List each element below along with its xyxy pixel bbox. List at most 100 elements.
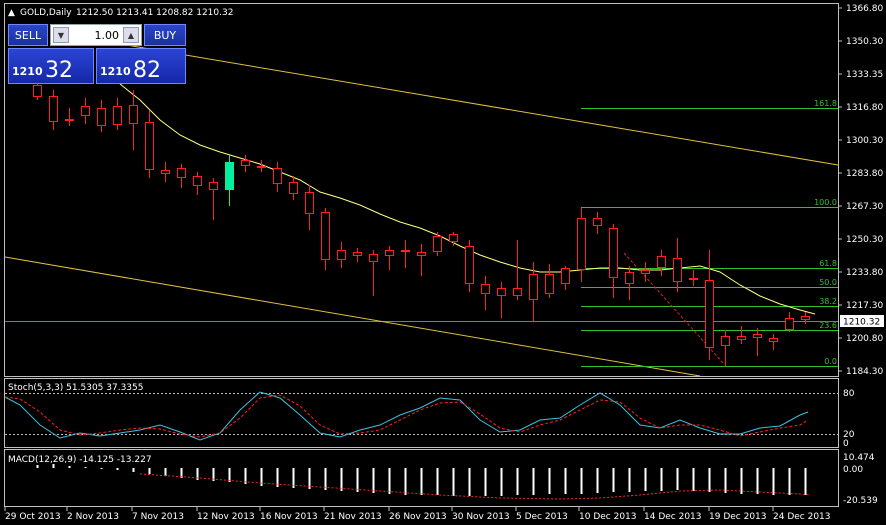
bearish-candle[interactable] [273,162,282,192]
bearish-candle[interactable] [385,246,394,270]
price-panel-frame [4,3,839,377]
bearish-candle[interactable] [353,248,362,262]
time-axis-label: 29 Oct 2013 [5,512,61,522]
bullish-candle[interactable] [225,155,234,206]
price-axis-label: 1316.80 [846,103,883,113]
bearish-candle[interactable] [625,266,634,300]
bid-price-button[interactable]: 1210 32 [8,48,94,84]
bearish-candle[interactable] [657,250,666,276]
bearish-candle[interactable] [497,282,506,318]
bearish-candle[interactable] [209,178,218,220]
time-axis-label: 14 Dec 2013 [644,512,702,522]
macd-panel-frame [4,449,839,507]
bearish-candle[interactable] [529,262,538,322]
time-axis-label: 21 Nov 2013 [324,512,382,522]
bearish-candle[interactable] [177,164,186,188]
bearish-candle[interactable] [257,160,266,172]
stoch-main-line [4,391,809,441]
macd-histogram [36,464,807,496]
time-axis-label: 26 Nov 2013 [389,512,447,522]
bearish-candle[interactable] [193,172,202,195]
bearish-candle[interactable] [241,155,250,172]
bearish-candle[interactable] [417,244,426,276]
price-axis-label: 1283.80 [846,169,883,179]
bearish-candle[interactable] [801,312,810,324]
bearish-candle[interactable] [785,312,794,332]
bearish-candle[interactable] [769,334,778,350]
bearish-candle[interactable] [705,250,714,360]
bearish-candle[interactable] [721,330,730,366]
bearish-candle[interactable] [305,185,314,230]
bearish-candle[interactable] [577,208,586,282]
bearish-candle[interactable] [465,240,474,292]
bearish-candle[interactable] [433,232,442,256]
stoch-title: Stoch(5,3,3) 51.5305 37.3355 [8,383,143,393]
bearish-candle[interactable] [81,98,90,124]
fib-label-100: 100.0 [814,198,837,207]
fib-label-38: 38.2 [819,297,837,306]
macd-axis-label-zero: 0.00 [843,465,863,475]
bearish-candle[interactable] [401,240,410,268]
bearish-candle[interactable] [337,242,346,268]
price-axis: 1366.80 1350.30 1333.35 1316.80 1300.30 1283.… [838,4,883,377]
bearish-candle[interactable] [369,250,378,296]
price-axis-label: 1184.30 [846,367,883,377]
bearish-candle[interactable] [609,224,618,298]
bearish-candle[interactable] [113,98,122,130]
buy-button[interactable]: BUY [144,24,186,46]
price-axis-label: 1217.30 [846,301,883,311]
bearish-candle[interactable] [161,162,170,182]
time-axis-label: 16 Nov 2013 [260,512,318,522]
current-price-tag [840,315,884,327]
bearish-candle[interactable] [321,208,330,270]
bearish-candle[interactable] [289,176,298,200]
bearish-candle[interactable] [49,90,58,130]
bearish-candle[interactable] [593,212,602,234]
time-axis-label: 30 Nov 2013 [452,512,510,522]
bearish-candle[interactable] [737,326,746,344]
ask-price-button[interactable]: 1210 82 [96,48,186,84]
macd-axis-label-bottom: -20.539 [843,496,878,506]
bearish-candle[interactable] [65,108,74,126]
macd-axis-label-top: 10.474 [843,453,875,463]
bearish-candle[interactable] [481,276,490,310]
fib-label-61: 61.8 [819,259,837,268]
price-axis-label: 1250.30 [846,235,883,245]
bearish-candle[interactable] [513,240,522,300]
symbol-label: GOLD,Daily [20,8,72,18]
bearish-candle[interactable] [673,238,682,292]
price-axis-label: 1200.80 [846,334,883,344]
fib-label-161: 161.8 [814,99,837,108]
fib-label-23: 23.6 [819,321,837,330]
time-axis-label: 24 Dec 2013 [773,512,831,522]
bearish-candle[interactable] [545,264,554,298]
bearish-candle[interactable] [449,232,458,246]
bearish-candle[interactable] [561,266,570,290]
bearish-candle[interactable] [641,262,650,282]
channel-upper-line[interactable] [119,43,839,166]
lot-size-input[interactable] [71,27,119,43]
bearish-candle[interactable] [145,110,154,178]
symbol-triangle-icon: ▲ [8,8,15,18]
price-axis-label: 1300.30 [846,136,883,146]
time-axis-label: 5 Dec 2013 [516,512,568,522]
bid-price-pips: 32 [45,58,73,83]
lot-increase-button[interactable]: ▲ [123,27,139,43]
bearish-candle[interactable] [129,90,138,150]
one-click-trading-panel: SELL ▼ ▲ BUY 1210 32 1210 82 [8,24,186,84]
lot-decrease-button[interactable]: ▼ [53,27,69,43]
bearish-candle[interactable] [753,328,762,356]
bearish-candle[interactable] [97,100,106,132]
candlesticks[interactable] [33,72,810,366]
bearish-candle[interactable] [689,270,698,286]
bid-price-prefix: 1210 [12,65,43,78]
stoch-signal-line [4,394,809,438]
price-axis-label: 1366.80 [846,4,883,14]
price-axis-label: 1333.35 [846,70,883,80]
current-price-label: 1210.32 [843,318,880,328]
stoch-axis-label-80: 80 [843,389,855,399]
macd-signal-line [139,473,811,500]
sell-button[interactable]: SELL [8,24,48,46]
channel-lower-line[interactable] [4,256,701,377]
